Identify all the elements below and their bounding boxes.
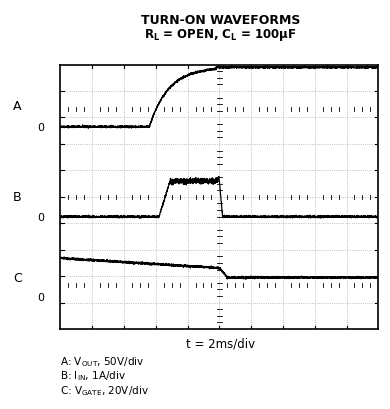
Text: t = 2ms/div: t = 2ms/div <box>186 337 255 350</box>
Text: TURN-ON WAVEFORMS: TURN-ON WAVEFORMS <box>141 14 300 27</box>
Text: C: C <box>13 271 22 284</box>
Text: 0: 0 <box>37 292 44 303</box>
Text: A: A <box>13 100 22 113</box>
Text: B: I$_\mathregular{IN}$, 1A/div: B: I$_\mathregular{IN}$, 1A/div <box>60 369 126 382</box>
Text: 0: 0 <box>37 122 44 133</box>
Text: 0: 0 <box>37 212 44 222</box>
Text: R$_\mathregular{L}$ = OPEN, C$_\mathregular{L}$ = 100μF: R$_\mathregular{L}$ = OPEN, C$_\mathregu… <box>144 27 296 43</box>
Text: A: V$_\mathregular{OUT}$, 50V/div: A: V$_\mathregular{OUT}$, 50V/div <box>60 354 145 368</box>
Text: C: V$_\mathregular{GATE}$, 20V/div: C: V$_\mathregular{GATE}$, 20V/div <box>60 383 149 397</box>
Text: B: B <box>13 191 22 204</box>
